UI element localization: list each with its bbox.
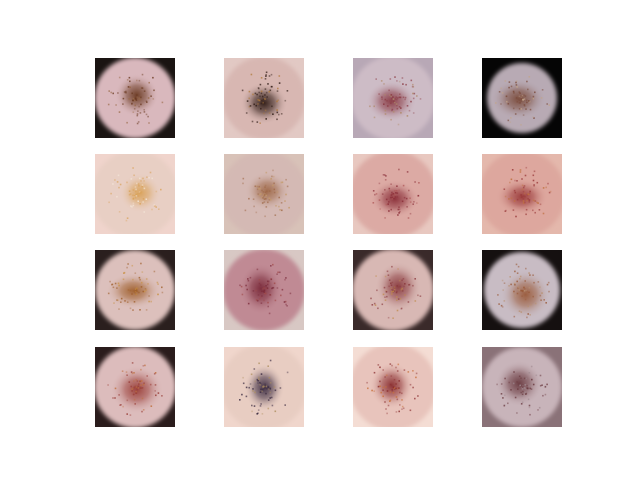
lesion-image	[482, 58, 562, 138]
lesion-image-tile	[224, 347, 304, 427]
lesion-image-tile	[95, 58, 175, 138]
lesion-image	[353, 347, 433, 427]
lesion-image	[95, 347, 175, 427]
lesion-image	[95, 154, 175, 234]
lesion-image-tile	[95, 347, 175, 427]
lesion-image	[353, 250, 433, 330]
lesion-image-tile	[224, 58, 304, 138]
lesion-image-tile	[224, 154, 304, 234]
lesion-image	[353, 154, 433, 234]
lesion-image-tile	[353, 58, 433, 138]
lesion-image-tile	[353, 347, 433, 427]
lesion-image-tile	[482, 154, 562, 234]
lesion-image	[482, 250, 562, 330]
lesion-image	[224, 250, 304, 330]
lesion-image	[482, 347, 562, 427]
lesion-image-tile	[482, 58, 562, 138]
lesion-image-tile	[353, 154, 433, 234]
lesion-image-tile	[224, 250, 304, 330]
lesion-image-tile	[482, 250, 562, 330]
lesion-image	[224, 347, 304, 427]
lesion-image-tile	[482, 347, 562, 427]
lesion-image	[224, 58, 304, 138]
lesion-image-tile	[95, 154, 175, 234]
lesion-image	[95, 58, 175, 138]
lesion-image	[482, 154, 562, 234]
lesion-image-tile	[95, 250, 175, 330]
lesion-image-tile	[353, 250, 433, 330]
lesion-image	[353, 58, 433, 138]
lesion-image	[224, 154, 304, 234]
lesion-image	[95, 250, 175, 330]
